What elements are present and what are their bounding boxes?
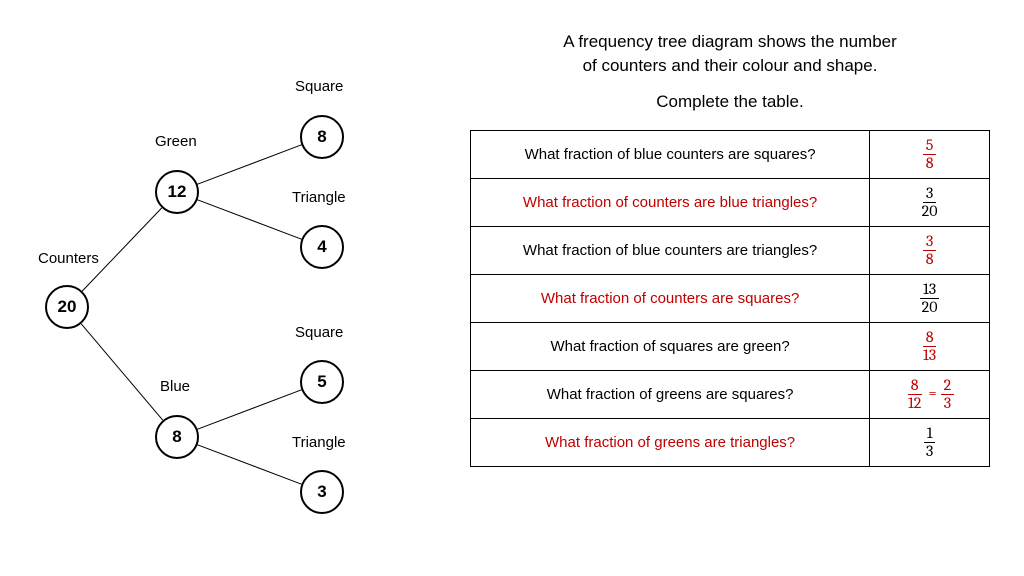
intro-text: A frequency tree diagram shows the numbe… xyxy=(470,30,990,78)
equals-sign: = xyxy=(928,384,936,402)
question-cell: What fraction of squares are green? xyxy=(471,322,870,370)
fraction-numerator: 8 xyxy=(923,329,937,347)
table-row: What fraction of blue counters are squar… xyxy=(471,130,990,178)
question-table: What fraction of blue counters are squar… xyxy=(470,130,990,467)
fraction: 1320 xyxy=(919,281,941,316)
answer-cell: 812= 23 xyxy=(870,370,990,418)
node-blue: 8 xyxy=(155,415,199,459)
table-row: What fraction of greens are triangles? 13 xyxy=(471,418,990,466)
table-row: What fraction of blue counters are trian… xyxy=(471,226,990,274)
fraction: 320 xyxy=(919,185,941,220)
table-row: What fraction of greens are squares?812=… xyxy=(471,370,990,418)
node-label-gsquare: Square xyxy=(295,78,343,95)
node-root: 20 xyxy=(45,285,89,329)
node-label-bsquare: Square xyxy=(295,324,343,341)
answer-cell: 813 xyxy=(870,322,990,370)
fraction-denominator: 12 xyxy=(905,395,924,412)
fraction: 23 xyxy=(941,377,955,412)
question-tbody: What fraction of blue counters are squar… xyxy=(471,130,990,466)
answer-cell: 320 xyxy=(870,178,990,226)
question-cell: What fraction of counters are blue trian… xyxy=(471,178,870,226)
subtitle: Complete the table. xyxy=(470,92,990,112)
node-btriangle: 3 xyxy=(300,470,344,514)
node-label-blue: Blue xyxy=(160,378,190,395)
answer-cell: 13 xyxy=(870,418,990,466)
node-gtriangle: 4 xyxy=(300,225,344,269)
fraction: 813 xyxy=(920,329,939,364)
fraction-denominator: 8 xyxy=(923,155,937,172)
node-gsquare: 8 xyxy=(300,115,344,159)
node-label-root: Counters xyxy=(38,250,99,267)
fraction-numerator: 5 xyxy=(923,137,937,155)
fraction-denominator: 3 xyxy=(941,395,954,412)
fraction: 58 xyxy=(923,137,937,172)
fraction: 13 xyxy=(923,425,936,460)
right-panel: A frequency tree diagram shows the numbe… xyxy=(470,30,990,467)
fraction-numerator: 2 xyxy=(941,377,955,395)
answer-cell: 38 xyxy=(870,226,990,274)
answer-cell: 1320 xyxy=(870,274,990,322)
fraction: 812 xyxy=(905,377,924,412)
fraction-numerator: 13 xyxy=(920,281,939,299)
node-label-gtriangle: Triangle xyxy=(292,189,346,206)
node-label-green: Green xyxy=(155,133,197,150)
table-row: What fraction of squares are green? 813 xyxy=(471,322,990,370)
fraction-denominator: 13 xyxy=(920,347,939,364)
question-cell: What fraction of counters are squares? xyxy=(471,274,870,322)
table-row: What fraction of counters are squares? 13… xyxy=(471,274,990,322)
fraction-denominator: 8 xyxy=(923,251,937,268)
frequency-tree: Counters 20 Green 12 Blue 8 Square 8 Triangle 4 Sq… xyxy=(0,0,420,576)
fraction-numerator: 3 xyxy=(923,233,936,251)
question-cell: What fraction of greens are triangles? xyxy=(471,418,870,466)
node-label-btriangle: Triangle xyxy=(292,434,346,451)
fraction-denominator: 20 xyxy=(919,203,941,220)
question-cell: What fraction of blue counters are trian… xyxy=(471,226,870,274)
question-cell: What fraction of greens are squares? xyxy=(471,370,870,418)
fraction-numerator: 3 xyxy=(923,185,936,203)
fraction-denominator: 20 xyxy=(919,299,941,316)
node-bsquare: 5 xyxy=(300,360,344,404)
table-row: What fraction of counters are blue trian… xyxy=(471,178,990,226)
node-green: 12 xyxy=(155,170,199,214)
fraction-denominator: 3 xyxy=(923,443,936,460)
intro-line2: of counters and their colour and shape. xyxy=(583,56,878,75)
fraction-numerator: 1 xyxy=(924,425,936,443)
fraction: 38 xyxy=(923,233,937,268)
fraction-numerator: 8 xyxy=(908,377,922,395)
answer-cell: 58 xyxy=(870,130,990,178)
intro-line1: A frequency tree diagram shows the numbe… xyxy=(563,32,897,51)
question-cell: What fraction of blue counters are squar… xyxy=(471,130,870,178)
